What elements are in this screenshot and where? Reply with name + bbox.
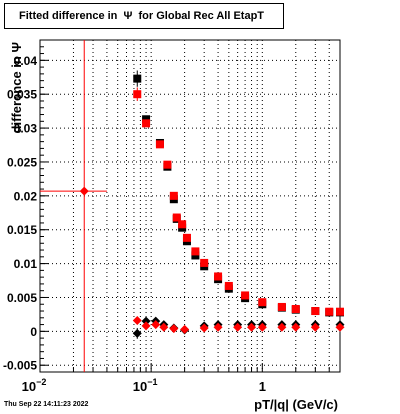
y-tick-label: 0.04 bbox=[14, 54, 38, 68]
x-tick-label: 10−1 bbox=[133, 377, 158, 394]
x-tick-label: 1 bbox=[259, 379, 266, 394]
y-tick-label: 0.025 bbox=[7, 155, 37, 169]
axis-tick-labels: -0.005 0 0.005 0.01 0.015 0.02 0.025 0.03 0.035 0… bbox=[3, 54, 266, 394]
data-point-diamond bbox=[132, 316, 142, 326]
data-point-diamond bbox=[180, 324, 190, 334]
data-point-square bbox=[200, 258, 209, 267]
data-point-square bbox=[258, 298, 267, 307]
y-tick-label: -0.005 bbox=[3, 359, 37, 373]
data-point-diamond bbox=[257, 322, 267, 332]
y-tick-label: 0.005 bbox=[7, 291, 37, 305]
data-point-square bbox=[163, 160, 172, 169]
y-tick-label: 0.01 bbox=[14, 257, 38, 271]
y-tick-label: 0 bbox=[30, 325, 37, 339]
data-point-diamond bbox=[291, 322, 301, 332]
data-point-square bbox=[142, 115, 151, 124]
data-point-square bbox=[291, 304, 300, 313]
data-point-square bbox=[169, 191, 178, 200]
x-axis-label: pT/|q| (GeV/c) bbox=[254, 397, 338, 412]
data-point-square bbox=[325, 307, 334, 316]
data-point-diamond bbox=[169, 324, 179, 334]
data-point-diamond bbox=[151, 320, 161, 330]
data-point-diamond bbox=[335, 322, 345, 332]
chart-title-box: Fitted difference in Ψ for Global Rec Al… bbox=[4, 3, 284, 29]
chart-title: Fitted difference in Ψ for Global Rec Al… bbox=[19, 10, 265, 22]
data-point-diamond bbox=[277, 322, 287, 332]
y-tick-label: 0.015 bbox=[7, 223, 37, 237]
data-point-square bbox=[224, 281, 233, 290]
data-point-diamond bbox=[141, 316, 151, 326]
data-point-square bbox=[133, 74, 142, 83]
data-point-square bbox=[336, 307, 344, 316]
frame bbox=[39, 39, 341, 373]
data-point-square bbox=[142, 119, 151, 128]
data-point-diamond bbox=[79, 186, 89, 196]
y-tick-label: 0.035 bbox=[7, 88, 37, 102]
data-point-square bbox=[133, 90, 142, 99]
data-point-square bbox=[178, 220, 187, 229]
data-point-square bbox=[311, 307, 320, 316]
timestamp: Thu Sep 22 14:11:23 2022 bbox=[4, 401, 89, 408]
data-point-square bbox=[155, 140, 164, 149]
data-point-diamond bbox=[233, 322, 243, 332]
data-point-diamond bbox=[199, 323, 209, 333]
grid bbox=[40, 40, 340, 372]
data-point-diamond bbox=[159, 322, 169, 332]
data-point-diamond bbox=[310, 322, 320, 332]
y-axis-label: difference in Ψ bbox=[9, 42, 24, 133]
y-tick-label: 0.03 bbox=[14, 122, 38, 136]
data-point-square bbox=[214, 272, 223, 281]
data-point-square bbox=[182, 233, 191, 242]
data-marks bbox=[40, 70, 345, 339]
data-point-diamond bbox=[247, 322, 257, 332]
axis-ticks bbox=[39, 46, 341, 373]
x-tick-label: 10−2 bbox=[22, 377, 47, 394]
data-point-square bbox=[241, 291, 250, 300]
data-point-square bbox=[277, 302, 286, 311]
data-point-diamond bbox=[141, 321, 151, 331]
data-point-diamond bbox=[213, 322, 223, 332]
data-point-square bbox=[191, 247, 200, 256]
y-tick-label: 0.02 bbox=[14, 189, 38, 203]
data-point-diamond bbox=[132, 328, 142, 338]
data-point-square bbox=[191, 251, 200, 260]
data-point-square bbox=[172, 213, 181, 222]
